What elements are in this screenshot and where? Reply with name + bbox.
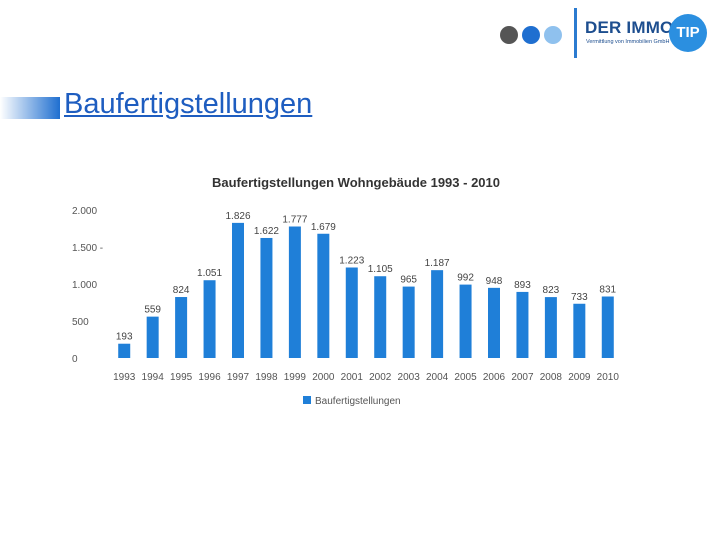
x-tick-label-1998: 1998 [255,372,278,383]
data-label-2006: 948 [486,276,503,287]
bar-1997 [232,222,244,358]
x-tick-label-1995: 1995 [170,372,193,383]
data-label-2004: 1.187 [425,258,450,269]
bar-1995 [175,297,188,358]
logo-divider [574,8,577,58]
x-tick-label-2007: 2007 [511,372,534,383]
x-tick-label-2006: 2006 [483,372,506,383]
title-accent-bar [0,97,60,119]
data-label-1993: 193 [116,332,133,343]
x-tick-label-1993: 1993 [113,372,136,383]
bar-2001 [345,267,358,358]
logo-dot-dark [500,26,518,44]
logo-dot-light [544,26,562,44]
bar-1999 [288,226,301,358]
chart-legend: Baufertigstellungen [303,396,401,407]
bar-1993 [118,343,131,358]
x-tick-label-2002: 2002 [369,372,392,383]
x-tick-label-1996: 1996 [198,372,221,383]
data-label-2010: 831 [599,285,616,296]
data-label-2008: 823 [543,285,560,296]
x-tick-label-2010: 2010 [597,372,620,383]
data-label-2000: 1.679 [311,222,336,233]
bar-2003 [402,286,415,358]
data-label-2009: 733 [571,292,588,303]
data-label-2003: 965 [400,275,417,286]
data-label-2001: 1.223 [339,255,364,266]
x-tick-label-1994: 1994 [142,372,165,383]
data-label-1997: 1.826 [225,211,250,222]
page-title: Baufertigstellungen [64,88,313,120]
bar-2004 [431,270,444,358]
bar-2007 [516,291,529,358]
bar-2009 [573,303,586,358]
x-tick-label-1999: 1999 [284,372,307,383]
x-tick-label-1997: 1997 [227,372,250,383]
x-tick-label-2008: 2008 [540,372,563,383]
bar-1998 [260,237,273,358]
logo-dot-blue [522,26,540,44]
bar-2005 [459,284,472,358]
x-tick-label-2003: 2003 [398,372,421,383]
legend-swatch [303,396,311,404]
x-tick-label-2004: 2004 [426,372,449,383]
y-tick-label: 500 [72,317,89,328]
data-label-2007: 893 [514,280,531,291]
chart-title: Baufertigstellungen Wohngebäude 1993 - 2… [212,175,500,190]
bar-1996 [203,280,216,358]
logo-badge: TIP [669,14,707,52]
data-label-1998: 1.622 [254,226,279,237]
bar-2010 [601,296,614,358]
x-tick-label-2001: 2001 [341,372,364,383]
bar-2006 [488,287,500,358]
x-tick-label-2000: 2000 [312,372,335,383]
y-tick-label: 0 [72,354,78,365]
y-tick-label: 1.000 [72,280,97,291]
data-label-1995: 824 [173,285,190,296]
bar-2000 [317,233,330,358]
data-label-2002: 1.105 [368,264,393,275]
bar-2002 [374,276,387,358]
data-label-1996: 1.051 [197,268,222,279]
data-label-2005: 992 [457,273,474,284]
data-label-1999: 1.777 [282,215,307,226]
logo-tagline: Vermittlung von Immobilien GmbH [586,39,670,45]
bar-2008 [544,297,557,358]
bar-1994 [146,316,159,358]
x-tick-label-2009: 2009 [568,372,591,383]
logo-brand-text: DER IMMO [585,18,674,37]
bar-chart: Baufertigstellungen Wohngebäude 1993 - 2… [72,175,620,407]
y-tick-label: 2.000 [72,206,97,217]
data-label-1994: 559 [144,305,161,316]
y-tick-label: 1.500 - [72,243,103,254]
legend-label: Baufertigstellungen [315,396,401,407]
x-tick-label-2005: 2005 [454,372,477,383]
